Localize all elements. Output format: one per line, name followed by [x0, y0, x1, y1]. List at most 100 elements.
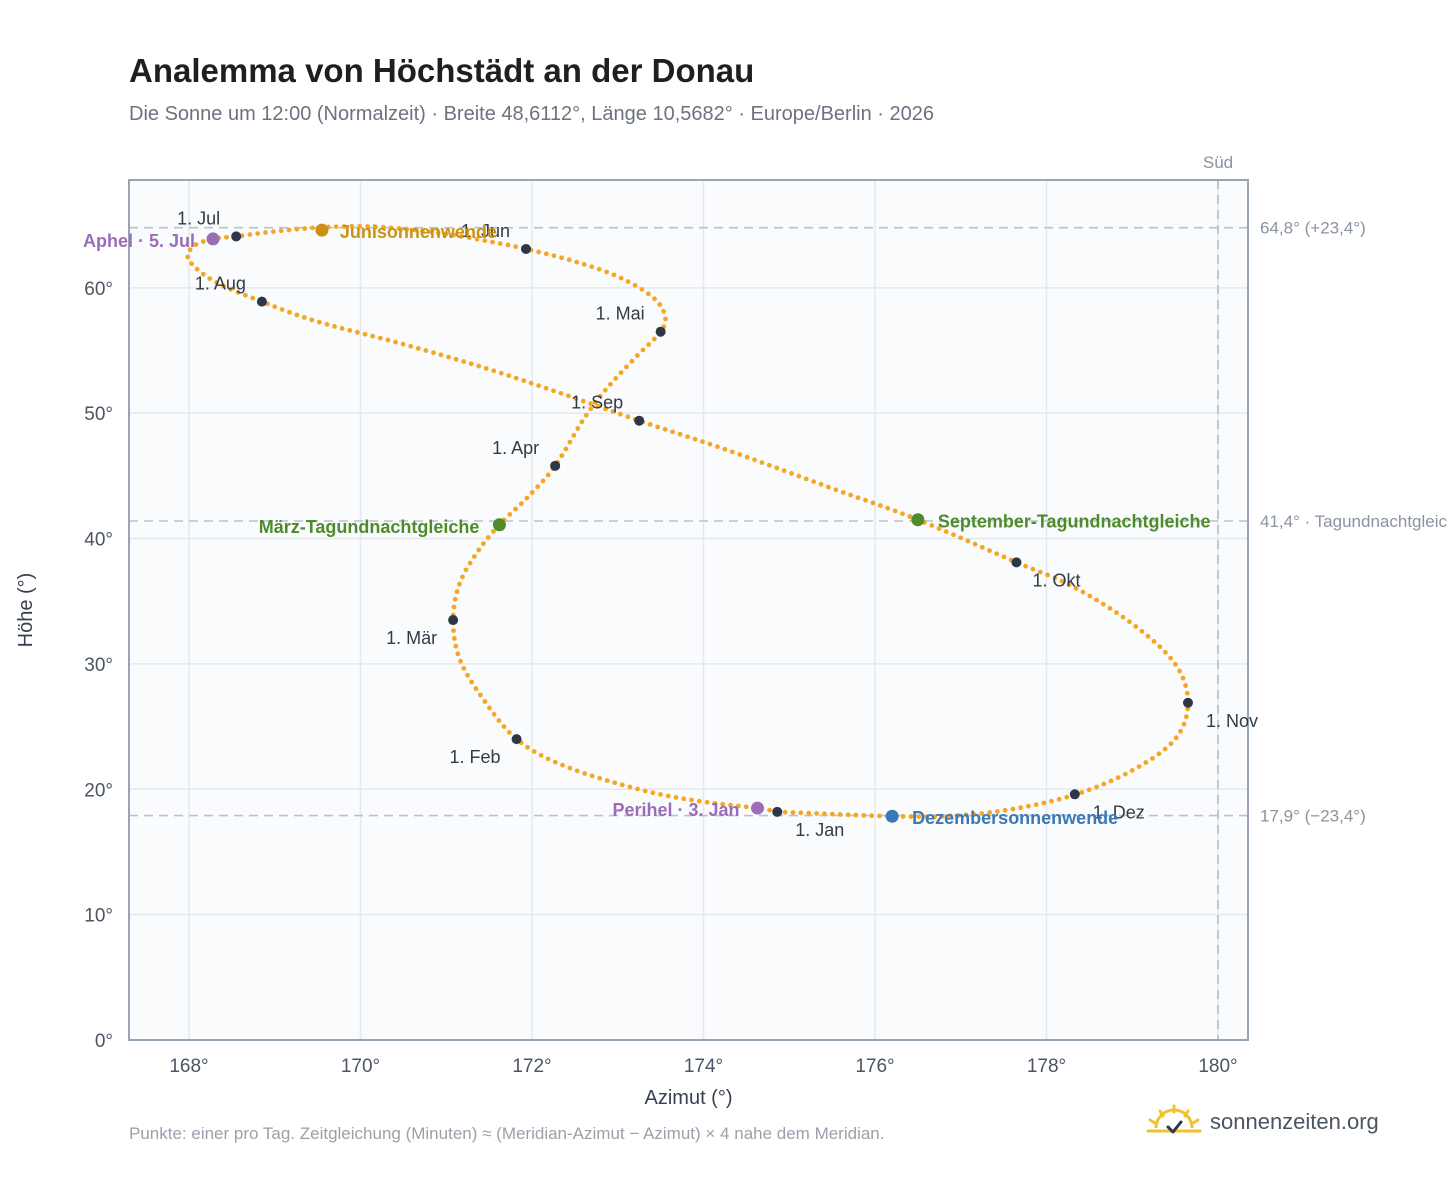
- daily-sun-dot: [566, 257, 572, 263]
- daily-sun-dot: [766, 462, 772, 468]
- y-tick-label: 0°: [95, 1031, 113, 1052]
- daily-sun-dot: [194, 266, 200, 272]
- daily-sun-dot: [826, 484, 831, 490]
- daily-sun-dot: [385, 337, 391, 343]
- daily-sun-dot: [1108, 778, 1114, 784]
- daily-sun-dot: [618, 370, 624, 376]
- daily-sun-dot: [531, 749, 537, 754]
- daily-sun-dot: [347, 327, 353, 333]
- daily-sun-dot: [796, 473, 802, 479]
- daily-sun-dot: [357, 223, 363, 229]
- daily-sun-dot: [574, 259, 580, 265]
- daily-sun-dot: [735, 803, 741, 809]
- daily-sun-dot: [507, 512, 513, 517]
- daily-sun-dot: [818, 481, 824, 487]
- daily-sun-dot: [947, 813, 953, 819]
- daily-sun-dot: [1030, 566, 1036, 572]
- daily-sun-dot: [971, 811, 977, 817]
- daily-sun-dot: [559, 453, 565, 459]
- daily-sun-dot: [650, 790, 656, 796]
- daily-sun-dot: [438, 352, 444, 358]
- daily-sun-dot: [380, 224, 386, 230]
- daily-sun-dot: [490, 239, 495, 245]
- chart-subtitle: Die Sonne um 12:00 (Normalzeit) · Breite…: [129, 103, 934, 125]
- daily-sun-dot: [681, 796, 687, 802]
- daily-sun-dot: [521, 378, 527, 384]
- daily-sun-dot: [1087, 593, 1093, 599]
- daily-sun-dot: [635, 786, 640, 792]
- month-marker: [1182, 697, 1193, 708]
- y-tick-label: 10°: [84, 906, 113, 927]
- daily-sun-dot: [1049, 798, 1054, 804]
- daily-sun-dot: [518, 501, 524, 507]
- reference-line-label: 64,8° (+23,4°): [1260, 219, 1366, 238]
- daily-sun-dot: [1045, 572, 1050, 578]
- month-label: 1. Feb: [450, 747, 501, 767]
- daily-sun-dot: [929, 523, 935, 528]
- daily-sun-dot: [453, 356, 459, 362]
- special-point-marker: [206, 232, 220, 246]
- daily-sun-dot: [567, 439, 573, 445]
- daily-sun-dot: [1184, 690, 1190, 696]
- month-marker: [521, 243, 532, 254]
- daily-sun-dot: [415, 345, 421, 351]
- daily-sun-dot: [774, 465, 780, 471]
- daily-sun-dot: [498, 370, 504, 376]
- daily-sun-dot: [662, 426, 668, 432]
- daily-sun-dot: [634, 353, 640, 358]
- daily-sun-dot: [563, 446, 569, 452]
- daily-sun-dot: [720, 801, 726, 807]
- reference-line-label: 17,9° (−23,4°): [1260, 807, 1366, 826]
- daily-sun-dot: [916, 814, 922, 820]
- daily-sun-dot: [833, 487, 839, 493]
- daily-sun-dot: [837, 812, 843, 817]
- daily-sun-dot: [1052, 575, 1058, 581]
- daily-sun-dot: [712, 800, 718, 806]
- daily-sun-dot: [1002, 807, 1008, 813]
- daily-sun-dot: [545, 472, 551, 478]
- daily-sun-dot: [207, 276, 213, 281]
- daily-sun-dot: [1001, 554, 1007, 560]
- daily-sun-dot: [476, 547, 482, 553]
- x-tick-label: 168°: [169, 1056, 208, 1077]
- daily-sun-dot: [525, 744, 530, 750]
- daily-sun-dot: [483, 365, 489, 371]
- month-label: 1. Dez: [1093, 802, 1145, 822]
- daily-sun-dot: [1183, 714, 1189, 720]
- daily-sun-dot: [243, 292, 248, 298]
- daily-sun-dot: [1023, 563, 1029, 569]
- daily-sun-dot: [558, 390, 564, 396]
- daily-sun-dot: [1056, 796, 1062, 802]
- daily-sun-dot: [1162, 746, 1168, 752]
- y-tick-label: 30°: [84, 655, 113, 676]
- daily-sun-dot: [1180, 675, 1186, 681]
- daily-sun-dot: [501, 724, 507, 729]
- daily-sun-dot: [829, 811, 835, 817]
- daily-sun-dot: [1173, 661, 1178, 667]
- daily-sun-dot: [782, 809, 788, 815]
- daily-sun-dot: [420, 228, 425, 234]
- daily-sun-dot: [743, 804, 749, 810]
- daily-sun-dot: [583, 412, 589, 418]
- daily-sun-dot: [524, 495, 530, 501]
- daily-sun-dot: [567, 765, 573, 771]
- daily-sun-dot: [491, 368, 497, 374]
- daily-sun-dot: [278, 228, 284, 234]
- daily-sun-dot: [612, 780, 618, 786]
- daily-sun-dot: [1151, 638, 1157, 644]
- daily-sun-dot: [193, 242, 199, 247]
- daily-sun-dot: [1177, 668, 1182, 674]
- daily-sun-dot: [427, 229, 433, 235]
- daily-sun-dot: [645, 291, 651, 297]
- plot-area: [129, 180, 1248, 1040]
- x-tick-label: 176°: [855, 1056, 894, 1077]
- daily-sun-dot: [255, 231, 261, 236]
- daily-sun-dot: [979, 544, 985, 550]
- daily-sun-dot: [781, 468, 787, 474]
- daily-sun-dot: [806, 810, 812, 816]
- brand[interactable]: sonnenzeiten.org: [1146, 1104, 1379, 1140]
- daily-sun-dot: [538, 752, 544, 758]
- daily-sun-dot: [513, 375, 519, 381]
- special-point-marker: [911, 513, 925, 527]
- daily-sun-dot: [1114, 610, 1119, 616]
